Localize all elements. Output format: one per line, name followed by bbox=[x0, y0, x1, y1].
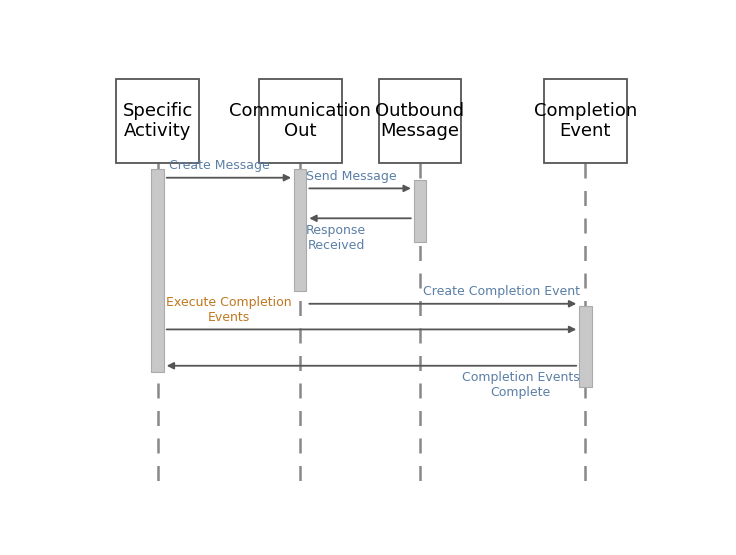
Bar bbox=[294, 169, 306, 291]
Text: Create Message: Create Message bbox=[169, 159, 270, 172]
Bar bbox=[116, 79, 199, 163]
Text: Send Message: Send Message bbox=[306, 170, 397, 183]
Text: Completion
Event: Completion Event bbox=[534, 102, 637, 140]
Bar bbox=[579, 306, 592, 387]
Bar bbox=[544, 79, 627, 163]
Bar bbox=[378, 79, 461, 163]
Text: Specific
Activity: Specific Activity bbox=[122, 102, 193, 140]
Text: Completion Events
Complete: Completion Events Complete bbox=[462, 371, 580, 399]
Bar bbox=[414, 180, 426, 242]
Bar bbox=[152, 169, 164, 372]
Text: Create Completion Event: Create Completion Event bbox=[422, 285, 580, 298]
Text: Execute Completion
Events: Execute Completion Events bbox=[166, 296, 291, 324]
Bar bbox=[259, 79, 342, 163]
Text: Response
Received: Response Received bbox=[306, 224, 366, 252]
Text: Outbound
Message: Outbound Message bbox=[375, 102, 464, 140]
Text: Communication
Out: Communication Out bbox=[229, 102, 371, 140]
